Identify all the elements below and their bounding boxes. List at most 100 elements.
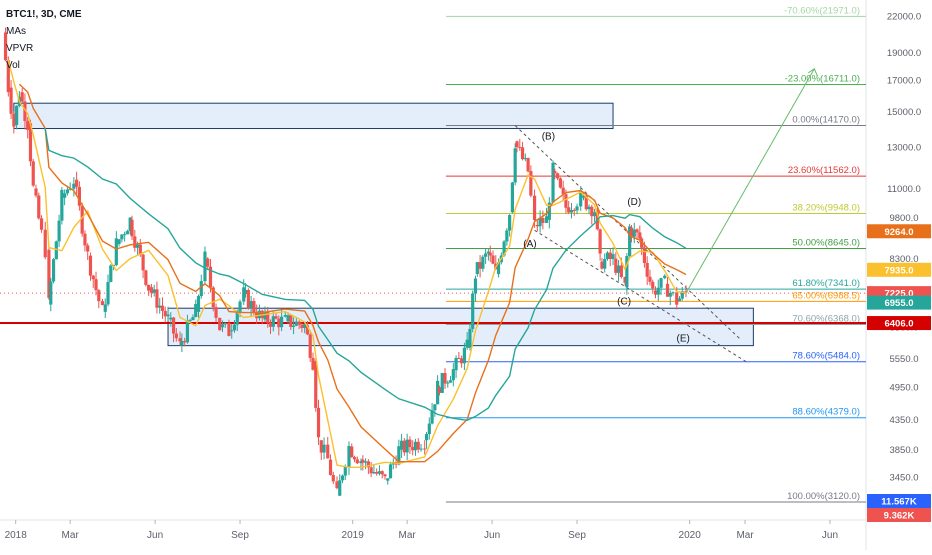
candle-body (629, 227, 634, 237)
candle-body (427, 423, 431, 435)
candle-body (163, 310, 167, 317)
indicator-mas[interactable]: MAs (6, 26, 26, 37)
candle-body (587, 206, 591, 210)
candle-body (600, 261, 604, 269)
candle-body (243, 289, 248, 294)
candle-body (359, 461, 363, 464)
candle-body (128, 217, 132, 232)
candle-body (75, 179, 79, 187)
price-tick-label: 17000.0 (887, 76, 921, 87)
time-tick-label: 2020 (679, 530, 702, 541)
candle-body (484, 253, 488, 257)
candle-body (375, 472, 379, 474)
price-badge (867, 316, 931, 331)
candle-body (106, 281, 110, 305)
candle-body (366, 461, 370, 468)
candle-body (642, 247, 647, 263)
candle-body (635, 229, 639, 233)
candle-body (235, 311, 239, 325)
candle-body (188, 320, 192, 322)
candle-body (648, 276, 652, 282)
candle-body (538, 218, 542, 227)
candle-body (680, 291, 684, 299)
projection-arrow (685, 68, 815, 294)
candle-body (242, 287, 246, 302)
candle-body (331, 475, 335, 482)
candle-body (91, 275, 95, 280)
price-tick-label: 5550.0 (889, 354, 918, 365)
candle-body (529, 171, 533, 196)
candle-body (218, 317, 222, 331)
candle-body (675, 292, 679, 305)
price-tick-label: 4950.0 (889, 383, 918, 394)
candle-body (120, 234, 124, 240)
candle-body (653, 290, 658, 295)
resistance-zone (13, 102, 614, 130)
candle-body (68, 188, 72, 190)
candle-body (220, 324, 225, 328)
candle-body (223, 322, 227, 325)
candle-body (433, 404, 437, 411)
candle-body (471, 293, 475, 329)
candle-body (196, 296, 201, 312)
price-badge-label: 6955.0 (884, 298, 913, 309)
symbol-label[interactable]: BTC1!, 3D, CME (6, 9, 82, 20)
candle-body (551, 162, 555, 203)
candle-body (133, 236, 137, 248)
price-badge (867, 295, 931, 310)
candle-body (263, 311, 267, 320)
candle-body (147, 284, 151, 291)
candle-body (130, 219, 134, 237)
wave-label: (B) (542, 131, 555, 142)
candle-body (23, 101, 27, 121)
candle-body (572, 209, 576, 211)
candle-body (271, 316, 275, 327)
price-badge-label: 7225.0 (884, 289, 913, 300)
candle-body (268, 322, 273, 327)
candle-body (34, 188, 38, 196)
candle-body (388, 464, 393, 479)
indicator-vol[interactable]: Vol (6, 60, 20, 71)
candle-body (294, 321, 298, 326)
candle-body (468, 328, 472, 348)
candle-body (246, 289, 250, 309)
candle-body (20, 92, 24, 102)
price-badge (867, 224, 931, 239)
candle-body (114, 238, 118, 266)
candle-body (185, 320, 190, 343)
candle-body (508, 215, 512, 231)
candle-body (135, 244, 140, 248)
candle-body (584, 195, 588, 210)
fib-level-label: 0.00%(14170.0) (792, 115, 860, 126)
wave-label: (D) (627, 197, 641, 208)
candle-body (191, 317, 195, 321)
price-tick-label: 19000.0 (887, 48, 921, 59)
candle-body (311, 357, 315, 370)
fib-level-label: 23.60%(11562.0) (788, 165, 860, 176)
candle-body (380, 471, 384, 475)
candle-body (383, 474, 387, 477)
candle-body (402, 440, 406, 453)
candle-body (155, 289, 159, 308)
candle-body (289, 315, 293, 327)
candle-body (520, 147, 525, 160)
candle-body (347, 445, 351, 467)
candle-body (303, 324, 307, 329)
indicator-vpvr[interactable]: VPVR (6, 43, 34, 54)
candle-body (671, 292, 675, 294)
price-tick-label: 15000.0 (887, 107, 921, 118)
candle-body (473, 278, 478, 294)
candle-body (203, 251, 207, 282)
candle-body (149, 287, 154, 293)
candle-body (413, 441, 418, 451)
candle-body (408, 439, 412, 448)
candle-body (575, 206, 579, 211)
candle-body (9, 87, 13, 114)
candle-body (547, 202, 551, 220)
candle-body (440, 373, 444, 393)
channel-line (514, 125, 741, 340)
candle-body (544, 216, 549, 223)
candle-body (581, 195, 586, 198)
